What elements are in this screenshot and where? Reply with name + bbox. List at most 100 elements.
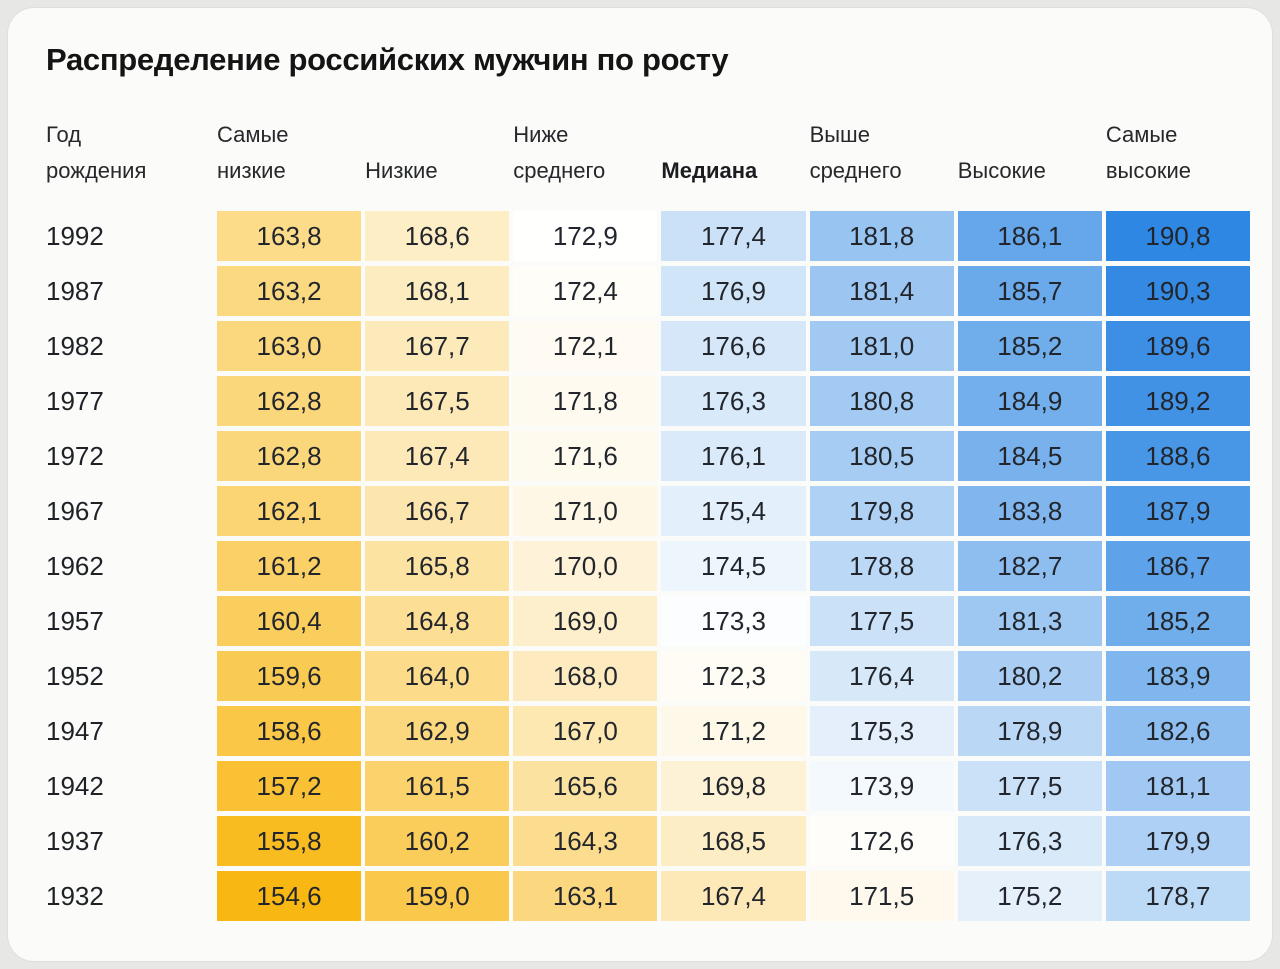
height-value-cell: 172,4 bbox=[513, 266, 658, 316]
row-year-label: 1967 bbox=[46, 495, 104, 526]
column-header-7: Самые высокие bbox=[1105, 122, 1191, 183]
height-value-cell: 162,1 bbox=[217, 486, 362, 536]
height-value-cell: 186,7 bbox=[1105, 541, 1250, 591]
row-year-label: 1942 bbox=[46, 770, 104, 801]
height-value-cell: 163,2 bbox=[217, 266, 362, 316]
height-value-cell: 180,5 bbox=[809, 431, 954, 481]
height-value-cell: 157,2 bbox=[217, 761, 362, 811]
height-value-cell: 185,7 bbox=[957, 266, 1102, 316]
column-header-6: Высокие bbox=[957, 158, 1046, 183]
height-value-cell: 190,8 bbox=[1105, 211, 1250, 261]
height-value-cell: 163,0 bbox=[217, 321, 362, 371]
height-value-cell: 180,8 bbox=[809, 376, 954, 426]
height-value-cell: 162,9 bbox=[365, 706, 510, 756]
row-year-label: 1982 bbox=[46, 330, 104, 361]
height-value-cell: 188,6 bbox=[1105, 431, 1250, 481]
height-value-cell: 167,0 bbox=[513, 706, 658, 756]
row-year-label: 1937 bbox=[46, 825, 104, 856]
height-value-cell: 177,5 bbox=[809, 596, 954, 646]
height-value-cell: 189,6 bbox=[1105, 321, 1250, 371]
height-value-cell: 176,3 bbox=[661, 376, 806, 426]
height-value-cell: 155,8 bbox=[217, 816, 362, 866]
height-value-cell: 175,3 bbox=[809, 706, 954, 756]
height-value-cell: 177,4 bbox=[661, 211, 806, 261]
height-value-cell: 178,8 bbox=[809, 541, 954, 591]
height-value-cell: 176,9 bbox=[661, 266, 806, 316]
height-value-cell: 158,6 bbox=[217, 706, 362, 756]
row-year-label: 1962 bbox=[46, 550, 104, 581]
height-value-cell: 183,8 bbox=[957, 486, 1102, 536]
height-value-cell: 181,0 bbox=[809, 321, 954, 371]
table-card: Распределение российских мужчин по росту… bbox=[8, 8, 1272, 961]
height-value-cell: 176,1 bbox=[661, 431, 806, 481]
height-value-cell: 171,2 bbox=[661, 706, 806, 756]
height-value-cell: 171,8 bbox=[513, 376, 658, 426]
height-value-cell: 165,8 bbox=[365, 541, 510, 591]
height-value-cell: 162,8 bbox=[217, 431, 362, 481]
height-value-cell: 184,5 bbox=[957, 431, 1102, 481]
column-header-3: Ниже среднего bbox=[513, 122, 606, 183]
height-value-cell: 168,5 bbox=[661, 816, 806, 866]
row-year-label: 1987 bbox=[46, 275, 104, 306]
height-value-cell: 181,1 bbox=[1105, 761, 1250, 811]
height-value-cell: 174,5 bbox=[661, 541, 806, 591]
height-value-cell: 190,3 bbox=[1105, 266, 1250, 316]
height-value-cell: 164,8 bbox=[365, 596, 510, 646]
height-value-cell: 184,9 bbox=[957, 376, 1102, 426]
height-value-cell: 162,8 bbox=[217, 376, 362, 426]
row-year-label: 1977 bbox=[46, 385, 104, 416]
table-header-row: Год рождения Самые низкие Низкие Ниже средн… bbox=[46, 103, 1250, 189]
height-value-cell: 181,3 bbox=[957, 596, 1102, 646]
height-value-cell: 186,1 bbox=[957, 211, 1102, 261]
height-value-cell: 166,7 bbox=[365, 486, 510, 536]
height-value-cell: 177,5 bbox=[957, 761, 1102, 811]
height-value-cell: 172,9 bbox=[513, 211, 658, 261]
height-value-cell: 187,9 bbox=[1105, 486, 1250, 536]
height-value-cell: 169,0 bbox=[513, 596, 658, 646]
row-year-label: 1992 bbox=[46, 220, 104, 251]
height-value-cell: 163,8 bbox=[217, 211, 362, 261]
height-value-cell: 173,3 bbox=[661, 596, 806, 646]
row-year-label: 1932 bbox=[46, 880, 104, 911]
height-value-cell: 172,3 bbox=[661, 651, 806, 701]
heatmap-table-body: 1992 163,8 168,6 172,9 177,4 181,8 186,1 190,8 1… bbox=[46, 211, 1250, 921]
height-value-cell: 167,7 bbox=[365, 321, 510, 371]
column-header-1: Самые низкие bbox=[217, 122, 289, 183]
height-value-cell: 181,4 bbox=[809, 266, 954, 316]
height-value-cell: 175,4 bbox=[661, 486, 806, 536]
height-value-cell: 168,0 bbox=[513, 651, 658, 701]
height-value-cell: 182,6 bbox=[1105, 706, 1250, 756]
height-value-cell: 168,1 bbox=[365, 266, 510, 316]
height-value-cell: 185,2 bbox=[957, 321, 1102, 371]
height-value-cell: 161,5 bbox=[365, 761, 510, 811]
row-year-label: 1972 bbox=[46, 440, 104, 471]
height-value-cell: 183,9 bbox=[1105, 651, 1250, 701]
height-value-cell: 179,9 bbox=[1105, 816, 1250, 866]
height-value-cell: 179,8 bbox=[809, 486, 954, 536]
height-value-cell: 164,0 bbox=[365, 651, 510, 701]
height-value-cell: 171,6 bbox=[513, 431, 658, 481]
page-title: Распределение российских мужчин по росту bbox=[46, 42, 729, 77]
height-value-cell: 176,6 bbox=[661, 321, 806, 371]
height-value-cell: 175,2 bbox=[957, 871, 1102, 921]
height-value-cell: 170,0 bbox=[513, 541, 658, 591]
row-year-label: 1957 bbox=[46, 605, 104, 636]
height-value-cell: 172,6 bbox=[809, 816, 954, 866]
height-value-cell: 159,6 bbox=[217, 651, 362, 701]
row-year-label: 1952 bbox=[46, 660, 104, 691]
height-value-cell: 167,4 bbox=[365, 431, 510, 481]
height-value-cell: 189,2 bbox=[1105, 376, 1250, 426]
height-value-cell: 185,2 bbox=[1105, 596, 1250, 646]
height-value-cell: 160,4 bbox=[217, 596, 362, 646]
height-value-cell: 159,0 bbox=[365, 871, 510, 921]
height-value-cell: 160,2 bbox=[365, 816, 510, 866]
column-header-5: Выше среднего bbox=[809, 122, 902, 183]
height-value-cell: 168,6 bbox=[365, 211, 510, 261]
height-value-cell: 165,6 bbox=[513, 761, 658, 811]
height-value-cell: 171,0 bbox=[513, 486, 658, 536]
height-value-cell: 173,9 bbox=[809, 761, 954, 811]
height-value-cell: 164,3 bbox=[513, 816, 658, 866]
row-year-label: 1947 bbox=[46, 715, 104, 746]
height-value-cell: 171,5 bbox=[809, 871, 954, 921]
height-value-cell: 181,8 bbox=[809, 211, 954, 261]
